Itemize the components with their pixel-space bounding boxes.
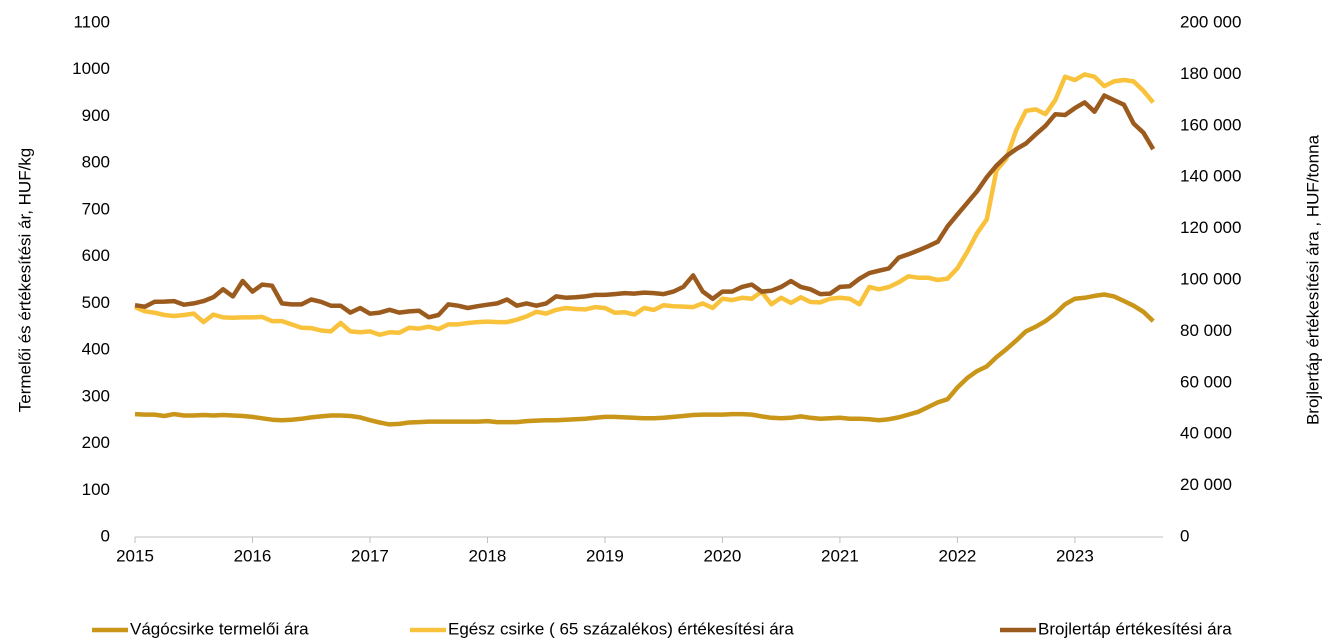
y2-tick-label: 40 000 bbox=[1180, 424, 1232, 443]
y-tick-label: 300 bbox=[82, 386, 110, 405]
series-line bbox=[134, 93, 1156, 320]
y-tick-label: 0 bbox=[101, 526, 110, 545]
y-axis-label: Termelői és értékesítési ár, HUF/kg bbox=[15, 148, 34, 413]
y2-tick-label: 100 000 bbox=[1180, 269, 1241, 288]
legend-label: Vágócsirke termelői ára bbox=[130, 619, 309, 638]
y2-tick-label: 20 000 bbox=[1180, 475, 1232, 494]
y2-tick-label: 140 000 bbox=[1180, 167, 1241, 186]
x-tick-label: 2023 bbox=[1056, 546, 1094, 565]
x-tick-label: 2017 bbox=[351, 546, 389, 565]
legend-label: Brojlertáp értékesítési ára bbox=[1038, 619, 1232, 638]
x-tick-label: 2021 bbox=[821, 546, 859, 565]
y-tick-label: 100 bbox=[82, 480, 110, 499]
y2-axis-label: Brojlertáp értékesítési ára , HUF/tonna bbox=[1303, 134, 1322, 425]
y2-tick-label: 200 000 bbox=[1180, 12, 1241, 31]
y-tick-label: 200 bbox=[82, 433, 110, 452]
y2-tick-label: 180 000 bbox=[1180, 64, 1241, 83]
x-tick-label: 2016 bbox=[234, 546, 272, 565]
x-tick-label: 2019 bbox=[586, 546, 624, 565]
y2-tick-label: 0 bbox=[1180, 526, 1189, 545]
y-tick-label: 1100 bbox=[73, 12, 110, 31]
y2-tick-label: 80 000 bbox=[1180, 321, 1232, 340]
x-tick-label: 2015 bbox=[116, 546, 154, 565]
series-line bbox=[134, 72, 1155, 337]
y2-tick-label: 160 000 bbox=[1180, 115, 1241, 134]
y2-tick-label: 60 000 bbox=[1180, 372, 1232, 391]
y-tick-label: 900 bbox=[82, 106, 110, 125]
series-line bbox=[134, 292, 1155, 427]
x-tick-label: 2020 bbox=[704, 546, 742, 565]
y-tick-label: 500 bbox=[82, 293, 110, 312]
legend-label: Egész csirke ( 65 százalékos) értékesíté… bbox=[448, 619, 794, 638]
y-tick-label: 600 bbox=[82, 246, 110, 265]
y-tick-label: 1000 bbox=[72, 59, 110, 78]
x-tick-label: 2022 bbox=[938, 546, 976, 565]
y-tick-label: 700 bbox=[82, 199, 110, 218]
y2-tick-label: 120 000 bbox=[1180, 218, 1241, 237]
y-tick-label: 400 bbox=[82, 340, 110, 359]
x-tick-label: 2018 bbox=[469, 546, 507, 565]
y-tick-label: 800 bbox=[82, 153, 110, 172]
